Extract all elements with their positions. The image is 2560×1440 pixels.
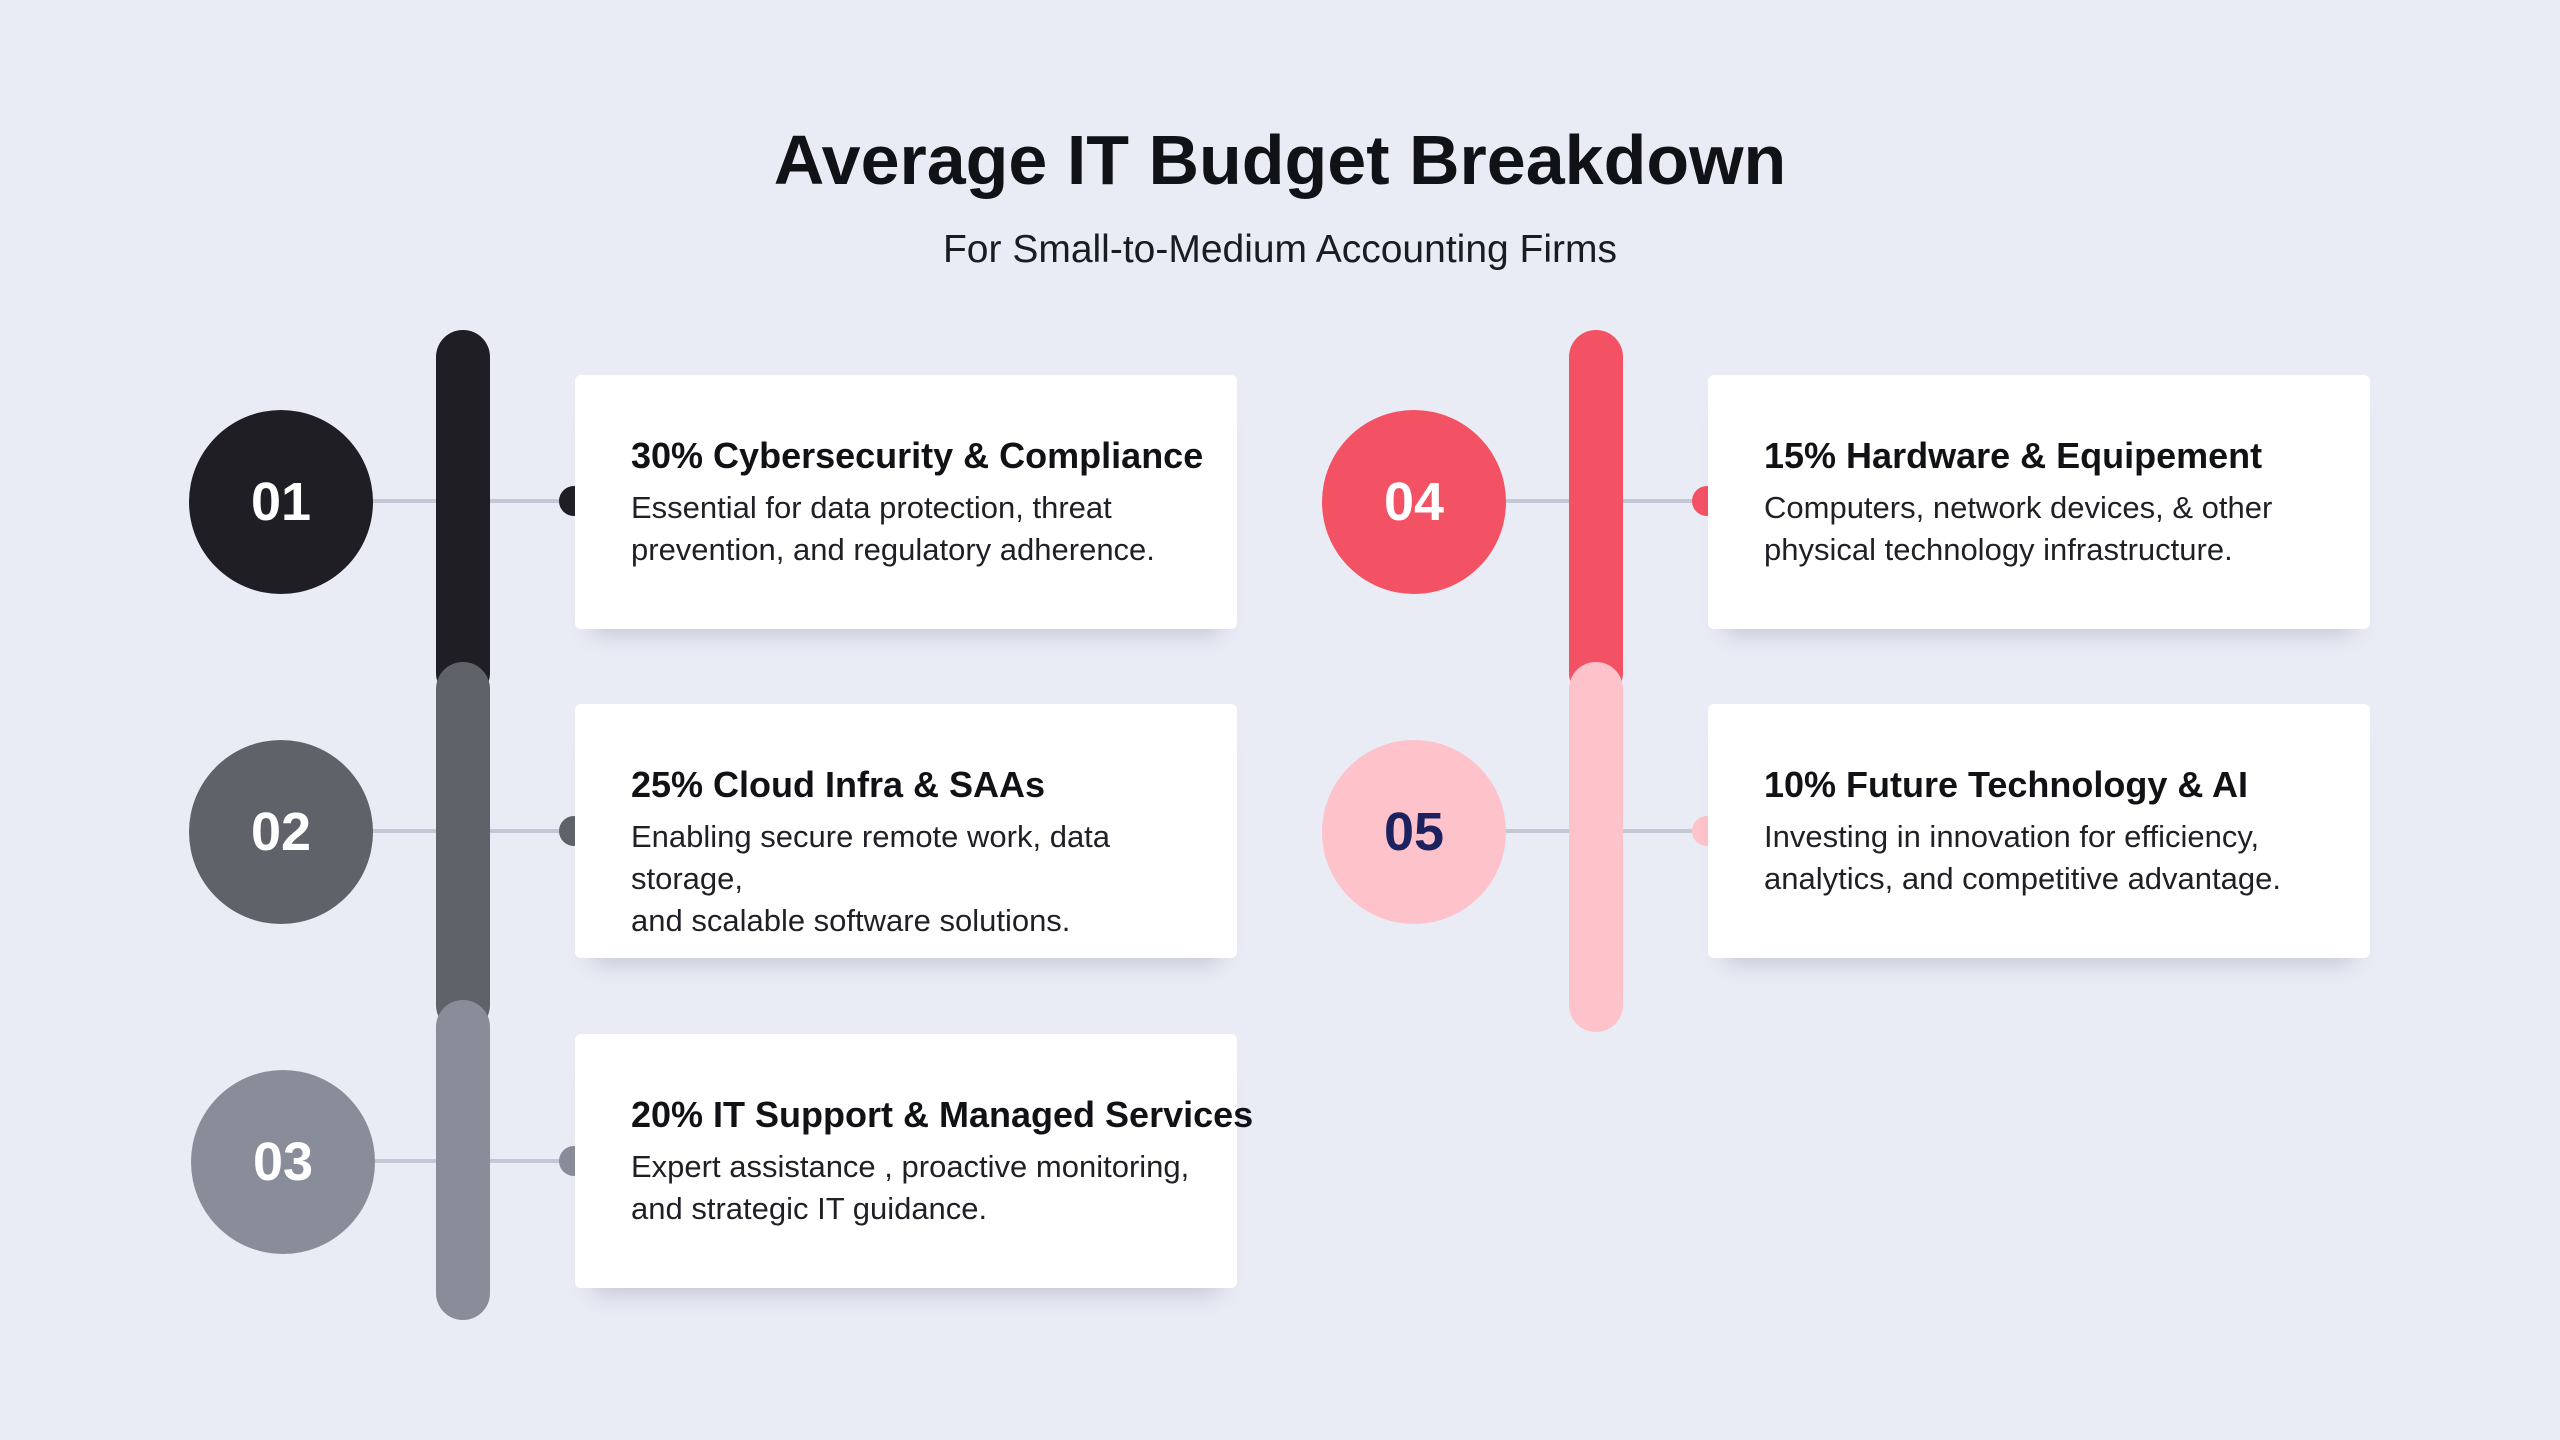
card-description-line: physical technology infrastructure.: [1764, 532, 2233, 567]
card-description: Investing in innovation for efficiency, …: [1764, 816, 2354, 900]
step-number: 05: [1383, 802, 1445, 862]
card-title: 15% Hardware & Equipement: [1764, 435, 2263, 476]
step-number: 01: [250, 472, 312, 532]
timeline-bar-segment-04: [1569, 330, 1623, 700]
step-circle-01: 01: [189, 410, 373, 594]
card-description-line: and strategic IT guidance.: [631, 1191, 988, 1226]
page-subtitle: For Small-to-Medium Accounting Firms: [942, 228, 1617, 271]
card-description-line: prevention, and regulatory adherence.: [631, 532, 1155, 567]
budget-card-02: 25% Cloud Infra & SAAs Enabling secure r…: [575, 704, 1237, 958]
timeline-bar-segment-03: [436, 1000, 490, 1320]
timeline-bar-segment-05: [1569, 662, 1623, 1032]
card-description: Expert assistance , proactive monitoring…: [631, 1146, 1221, 1230]
step-circle-02: 02: [189, 740, 373, 924]
budget-card-05: 10% Future Technology & AI Investing in …: [1708, 704, 2370, 958]
step-circle-03: 03: [191, 1070, 375, 1254]
step-circle-04: 04: [1322, 410, 1506, 594]
timeline-bar-segment-02: [436, 662, 490, 1032]
card-title: 20% IT Support & Managed Services: [631, 1094, 1254, 1135]
card-description-line: Essential for data protection, threat: [631, 490, 1112, 525]
card-description-line: and scalable software solutions.: [631, 903, 1071, 938]
card-title: 10% Future Technology & AI: [1764, 764, 2249, 805]
card-description-line: analytics, and competitive advantage.: [1764, 861, 2281, 896]
step-number: 04: [1383, 472, 1445, 532]
step-number: 03: [252, 1132, 314, 1192]
card-description: Computers, network devices, & other phys…: [1764, 487, 2354, 571]
step-number: 02: [250, 802, 312, 862]
card-title: 30% Cybersecurity & Compliance: [631, 435, 1204, 476]
step-circle-05: 05: [1322, 740, 1506, 924]
timeline-bar-segment-01: [436, 330, 490, 700]
card-description-line: Computers, network devices, & other: [1764, 490, 2273, 525]
card-description-line: Enabling secure remote work, data storag…: [631, 819, 1111, 896]
card-title: 25% Cloud Infra & SAAs: [631, 764, 1046, 805]
card-description: Essential for data protection, threat pr…: [631, 487, 1221, 571]
card-description-line: Expert assistance , proactive monitoring…: [631, 1149, 1190, 1184]
budget-card-01: 30% Cybersecurity & Compliance Essential…: [575, 375, 1237, 629]
card-description: Enabling secure remote work, data storag…: [631, 816, 1221, 942]
budget-card-03: 20% IT Support & Managed Services Expert…: [575, 1034, 1254, 1288]
card-description-line: Investing in innovation for efficiency,: [1764, 819, 2260, 854]
budget-card-04: 15% Hardware & Equipement Computers, net…: [1708, 375, 2370, 629]
page-title: Average IT Budget Breakdown: [773, 121, 1787, 199]
